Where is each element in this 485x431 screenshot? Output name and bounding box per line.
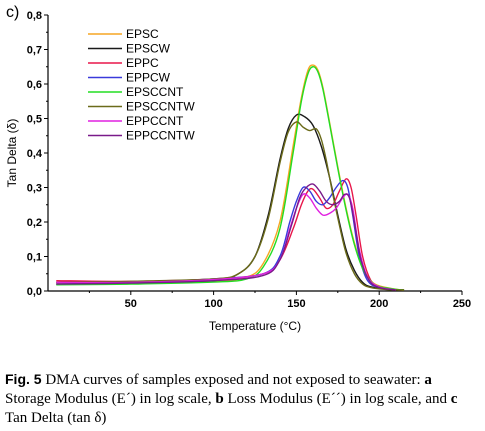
x-tick-label: 150 [287, 298, 305, 310]
caption-text-2: Storage Modulus (E´) in log scale, [5, 391, 215, 407]
caption-text-1: DMA curves of samples exposed and not ex… [42, 372, 425, 388]
legend-label-epsccnt: EPSCCNT [126, 85, 184, 99]
tan-delta-chart: 50 100 150 200 250 0,0 0,1 0,2 0,3 0,4 0,5 0,6 0,7 0,… [0, 0, 485, 345]
series-line-eppccnt [56, 194, 395, 290]
x-tick-label: 200 [370, 298, 388, 310]
y-tick-label: 0,5 [27, 114, 42, 126]
y-tick-label: 0,2 [27, 217, 42, 229]
y-axis-title: Tan Delta (δ) [5, 119, 19, 188]
series-line-epsccnt [56, 67, 404, 290]
legend-label-eppcw: EPPCW [126, 71, 171, 85]
y-tick-label: 0,0 [27, 286, 42, 298]
caption-text-3: Loss Modulus (E´´) in log scale, and [224, 391, 451, 407]
caption-label-c: c [451, 391, 458, 407]
caption-text-4: Tan Delta (tan δ) [5, 410, 106, 426]
x-tick-label: 50 [125, 298, 137, 310]
series-layer [56, 65, 404, 290]
figure-number: Fig. 5 [5, 371, 42, 387]
x-tick-label: 250 [453, 298, 471, 310]
legend-label-eppccnt: EPPCCNT [126, 114, 184, 128]
y-tick-label: 0,6 [27, 79, 42, 91]
y-tick-label: 0,7 [27, 45, 42, 57]
legend-label-epscw: EPSCW [126, 42, 171, 56]
x-axis-title: Temperature (°C) [209, 319, 301, 333]
y-tick-label: 0,4 [27, 148, 43, 160]
series-line-epsc [56, 65, 404, 290]
y-tick-label: 0,1 [27, 252, 42, 264]
caption-label-b: b [215, 391, 223, 407]
caption-label-a: a [424, 372, 432, 388]
legend-label-eppc: EPPC [126, 56, 159, 70]
y-tick-label: 0,8 [27, 10, 42, 22]
legend-label-eppccntw: EPPCCNTW [126, 129, 195, 143]
series-line-eppcw [56, 181, 395, 290]
figure-caption: Fig. 5 DMA curves of samples exposed and… [5, 370, 481, 428]
y-tick-label: 0,3 [27, 183, 42, 195]
legend: EPSCEPSCWEPPCEPPCWEPSCCNTEPSCCNTWEPPCCNT… [88, 27, 195, 143]
x-tick-label: 100 [204, 298, 222, 310]
legend-label-epsc: EPSC [126, 27, 159, 41]
legend-label-epsccntw: EPSCCNTW [126, 100, 195, 114]
